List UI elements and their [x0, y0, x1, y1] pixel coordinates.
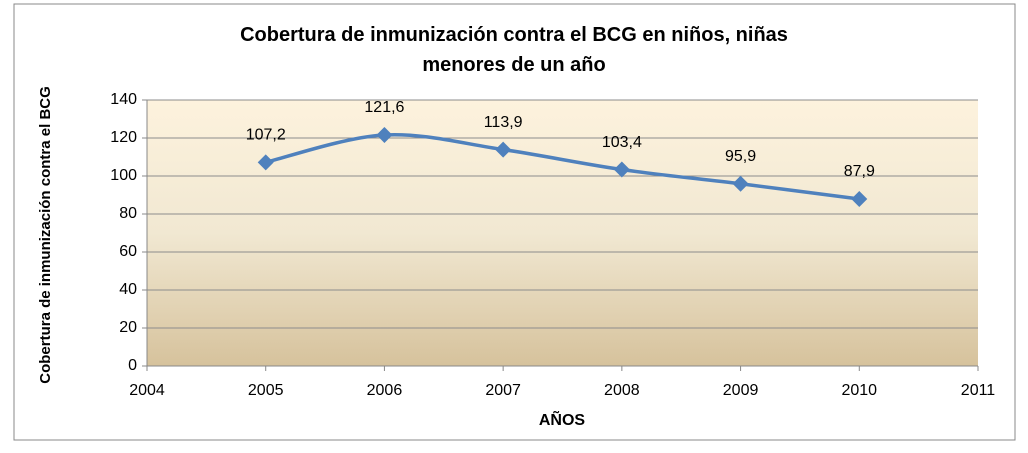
y-tick-label: 100	[110, 167, 137, 184]
line	[265, 132, 860, 201]
data-label: 121,6	[364, 99, 404, 116]
y-tick-label: 40	[119, 281, 137, 298]
x-tick-label: 2007	[485, 382, 521, 399]
data-label: 107,2	[246, 127, 286, 144]
marker	[257, 154, 274, 171]
data-label: 113,9	[484, 114, 523, 131]
marker	[613, 161, 630, 178]
plot-area	[147, 100, 978, 366]
marker	[732, 175, 749, 192]
y-tick-label: 20	[119, 319, 137, 336]
data-label: 87,9	[844, 163, 875, 180]
marker	[376, 126, 393, 143]
x-tick-label: 2009	[723, 382, 759, 399]
chart-title: Cobertura de inmunización contra el BCG …	[240, 24, 788, 76]
y-axis-label: Cobertura de inmunización contra el BCG	[37, 86, 54, 384]
y-tick-label: 60	[119, 243, 137, 260]
x-axis-label: AÑOS	[539, 409, 586, 429]
data-label: 103,4	[602, 134, 642, 151]
data-label: 95,9	[725, 148, 756, 165]
x-tick-label: 2004	[129, 382, 165, 399]
y-tick-label: 120	[110, 129, 137, 146]
x-tick-label: 2011	[961, 382, 996, 399]
y-tick-label: 80	[119, 205, 137, 222]
marker	[495, 141, 512, 158]
x-tick-label: 2010	[841, 382, 877, 399]
x-tick-label: 2005	[248, 382, 284, 399]
x-tick-label: 2008	[604, 382, 640, 399]
y-tick-label: 0	[128, 357, 137, 374]
marker	[851, 190, 868, 207]
x-tick-label: 2006	[367, 382, 403, 399]
y-tick-label: 140	[110, 91, 137, 108]
